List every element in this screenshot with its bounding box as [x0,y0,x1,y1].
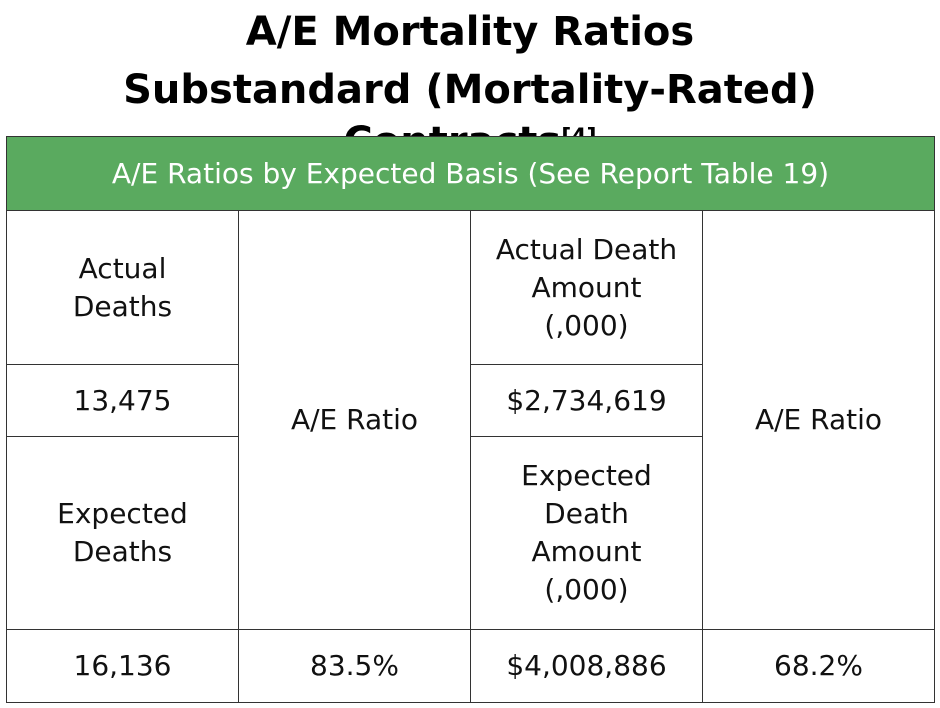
expected-deaths-value: 16,136 [6,629,239,703]
ae-ratio-count-label: A/E Ratio [238,210,471,630]
expected-death-amount-label: Expected Death Amount (,000) [470,436,703,630]
actual-death-amount-label: Actual Death Amount (,000) [470,210,703,365]
ae-ratio-amount-value: 68.2% [702,629,935,703]
actual-death-amount-value: $2,734,619 [470,364,703,437]
actual-deaths-value: 13,475 [6,364,239,437]
actual-deaths-label: Actual Deaths [6,210,239,365]
expected-death-amount-value: $4,008,886 [470,629,703,703]
ae-ratio-amount-label: A/E Ratio [702,210,935,630]
ae-ratio-count-value: 83.5% [238,629,471,703]
expected-deaths-label: Expected Deaths [6,436,239,630]
ae-ratios-table: A/E Ratios by Expected Basis (See Report… [6,136,935,703]
table-banner: A/E Ratios by Expected Basis (See Report… [6,136,935,211]
page-title: A/E Mortality Ratios [245,9,695,55]
